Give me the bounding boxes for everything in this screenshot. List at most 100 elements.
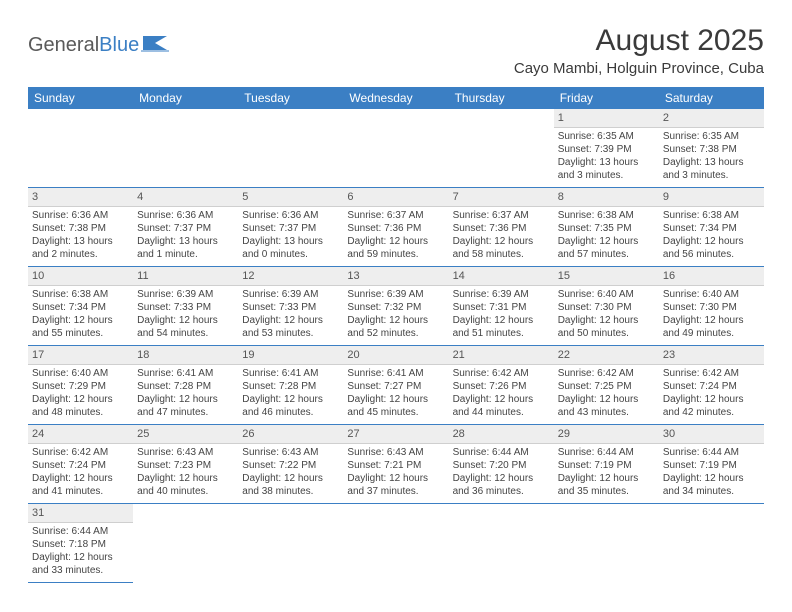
sunrise-line: Sunrise: 6:38 AM [663, 209, 760, 222]
sunrise-line: Sunrise: 6:35 AM [558, 130, 655, 143]
calendar-cell: 6Sunrise: 6:37 AMSunset: 7:36 PMDaylight… [343, 188, 448, 267]
calendar-cell: 20Sunrise: 6:41 AMSunset: 7:27 PMDayligh… [343, 346, 448, 425]
calendar-cell: 3Sunrise: 6:36 AMSunset: 7:38 PMDaylight… [28, 188, 133, 267]
daylight-line: Daylight: 12 hours and 45 minutes. [347, 393, 444, 419]
calendar-body: 1Sunrise: 6:35 AMSunset: 7:39 PMDaylight… [28, 109, 764, 583]
sunrise-line: Sunrise: 6:42 AM [558, 367, 655, 380]
day-details: Sunrise: 6:39 AMSunset: 7:32 PMDaylight:… [343, 286, 448, 344]
sunset-line: Sunset: 7:31 PM [453, 301, 550, 314]
day-details: Sunrise: 6:44 AMSunset: 7:18 PMDaylight:… [28, 523, 133, 581]
sunrise-line: Sunrise: 6:41 AM [347, 367, 444, 380]
sunrise-line: Sunrise: 6:41 AM [242, 367, 339, 380]
calendar-cell [238, 109, 343, 188]
day-number: 11 [133, 267, 238, 286]
calendar-cell: 24Sunrise: 6:42 AMSunset: 7:24 PMDayligh… [28, 425, 133, 504]
logo-text-general: General [28, 34, 99, 56]
sunrise-line: Sunrise: 6:38 AM [32, 288, 129, 301]
calendar-cell [449, 109, 554, 188]
day-details: Sunrise: 6:40 AMSunset: 7:29 PMDaylight:… [28, 365, 133, 423]
day-number: 7 [449, 188, 554, 207]
day-number: 30 [659, 425, 764, 444]
calendar-cell: 19Sunrise: 6:41 AMSunset: 7:28 PMDayligh… [238, 346, 343, 425]
day-details: Sunrise: 6:38 AMSunset: 7:34 PMDaylight:… [28, 286, 133, 344]
title-block: August 2025 Cayo Mambi, Holguin Province… [514, 24, 764, 77]
sunrise-line: Sunrise: 6:44 AM [453, 446, 550, 459]
calendar-cell: 16Sunrise: 6:40 AMSunset: 7:30 PMDayligh… [659, 267, 764, 346]
daylight-line: Daylight: 12 hours and 50 minutes. [558, 314, 655, 340]
day-number: 2 [659, 109, 764, 128]
day-details: Sunrise: 6:42 AMSunset: 7:24 PMDaylight:… [28, 444, 133, 502]
daylight-line: Daylight: 12 hours and 51 minutes. [453, 314, 550, 340]
day-details: Sunrise: 6:39 AMSunset: 7:33 PMDaylight:… [238, 286, 343, 344]
daylight-line: Daylight: 12 hours and 38 minutes. [242, 472, 339, 498]
sunrise-line: Sunrise: 6:36 AM [137, 209, 234, 222]
daylight-line: Daylight: 12 hours and 53 minutes. [242, 314, 339, 340]
sunset-line: Sunset: 7:33 PM [137, 301, 234, 314]
sunset-line: Sunset: 7:33 PM [242, 301, 339, 314]
day-number: 4 [133, 188, 238, 207]
weekday-header: Saturday [659, 87, 764, 109]
calendar-cell: 5Sunrise: 6:36 AMSunset: 7:37 PMDaylight… [238, 188, 343, 267]
day-details: Sunrise: 6:44 AMSunset: 7:19 PMDaylight:… [659, 444, 764, 502]
day-number: 20 [343, 346, 448, 365]
sunrise-line: Sunrise: 6:44 AM [558, 446, 655, 459]
sunrise-line: Sunrise: 6:40 AM [558, 288, 655, 301]
calendar-cell: 2Sunrise: 6:35 AMSunset: 7:38 PMDaylight… [659, 109, 764, 188]
logo: GeneralBlue [28, 24, 169, 57]
sunset-line: Sunset: 7:35 PM [558, 222, 655, 235]
calendar-head: SundayMondayTuesdayWednesdayThursdayFrid… [28, 87, 764, 109]
sunrise-line: Sunrise: 6:38 AM [558, 209, 655, 222]
sunset-line: Sunset: 7:19 PM [558, 459, 655, 472]
day-details: Sunrise: 6:40 AMSunset: 7:30 PMDaylight:… [554, 286, 659, 344]
day-details: Sunrise: 6:41 AMSunset: 7:28 PMDaylight:… [133, 365, 238, 423]
sunrise-line: Sunrise: 6:36 AM [242, 209, 339, 222]
day-number: 29 [554, 425, 659, 444]
calendar-cell: 10Sunrise: 6:38 AMSunset: 7:34 PMDayligh… [28, 267, 133, 346]
day-number: 27 [343, 425, 448, 444]
day-number: 23 [659, 346, 764, 365]
calendar-cell: 23Sunrise: 6:42 AMSunset: 7:24 PMDayligh… [659, 346, 764, 425]
day-details: Sunrise: 6:42 AMSunset: 7:26 PMDaylight:… [449, 365, 554, 423]
sunrise-line: Sunrise: 6:37 AM [453, 209, 550, 222]
calendar-cell: 8Sunrise: 6:38 AMSunset: 7:35 PMDaylight… [554, 188, 659, 267]
logo-text: GeneralBlue [28, 34, 139, 57]
daylight-line: Daylight: 12 hours and 59 minutes. [347, 235, 444, 261]
sunset-line: Sunset: 7:38 PM [663, 143, 760, 156]
sunrise-line: Sunrise: 6:44 AM [663, 446, 760, 459]
sunrise-line: Sunrise: 6:42 AM [663, 367, 760, 380]
day-details: Sunrise: 6:43 AMSunset: 7:23 PMDaylight:… [133, 444, 238, 502]
day-details: Sunrise: 6:38 AMSunset: 7:34 PMDaylight:… [659, 207, 764, 265]
sunset-line: Sunset: 7:24 PM [32, 459, 129, 472]
sunset-line: Sunset: 7:36 PM [453, 222, 550, 235]
calendar-cell: 7Sunrise: 6:37 AMSunset: 7:36 PMDaylight… [449, 188, 554, 267]
day-number: 22 [554, 346, 659, 365]
day-details: Sunrise: 6:36 AMSunset: 7:37 PMDaylight:… [133, 207, 238, 265]
daylight-line: Daylight: 12 hours and 35 minutes. [558, 472, 655, 498]
daylight-line: Daylight: 12 hours and 37 minutes. [347, 472, 444, 498]
daylight-line: Daylight: 12 hours and 42 minutes. [663, 393, 760, 419]
sunrise-line: Sunrise: 6:40 AM [32, 367, 129, 380]
day-number: 28 [449, 425, 554, 444]
sunset-line: Sunset: 7:32 PM [347, 301, 444, 314]
calendar-cell: 30Sunrise: 6:44 AMSunset: 7:19 PMDayligh… [659, 425, 764, 504]
sunset-line: Sunset: 7:27 PM [347, 380, 444, 393]
sunset-line: Sunset: 7:37 PM [242, 222, 339, 235]
day-details: Sunrise: 6:36 AMSunset: 7:38 PMDaylight:… [28, 207, 133, 265]
calendar-cell: 29 Sunrise: 6:44 AMSunset: 7:19 PMDayligh… [554, 425, 659, 504]
day-number: 13 [343, 267, 448, 286]
daylight-line: Daylight: 12 hours and 56 minutes. [663, 235, 760, 261]
weekday-header: Friday [554, 87, 659, 109]
daylight-line: Daylight: 12 hours and 43 minutes. [558, 393, 655, 419]
sunset-line: Sunset: 7:28 PM [242, 380, 339, 393]
calendar-cell [343, 504, 448, 583]
sunset-line: Sunset: 7:21 PM [347, 459, 444, 472]
sunset-line: Sunset: 7:19 PM [663, 459, 760, 472]
sunrise-line: Sunrise: 6:43 AM [137, 446, 234, 459]
calendar-cell [449, 504, 554, 583]
daylight-line: Daylight: 12 hours and 54 minutes. [137, 314, 234, 340]
day-number: 3 [28, 188, 133, 207]
logo-text-blue: Blue [99, 34, 139, 56]
day-details: Sunrise: 6:41 AMSunset: 7:27 PMDaylight:… [343, 365, 448, 423]
day-number: 10 [28, 267, 133, 286]
day-number: 16 [659, 267, 764, 286]
